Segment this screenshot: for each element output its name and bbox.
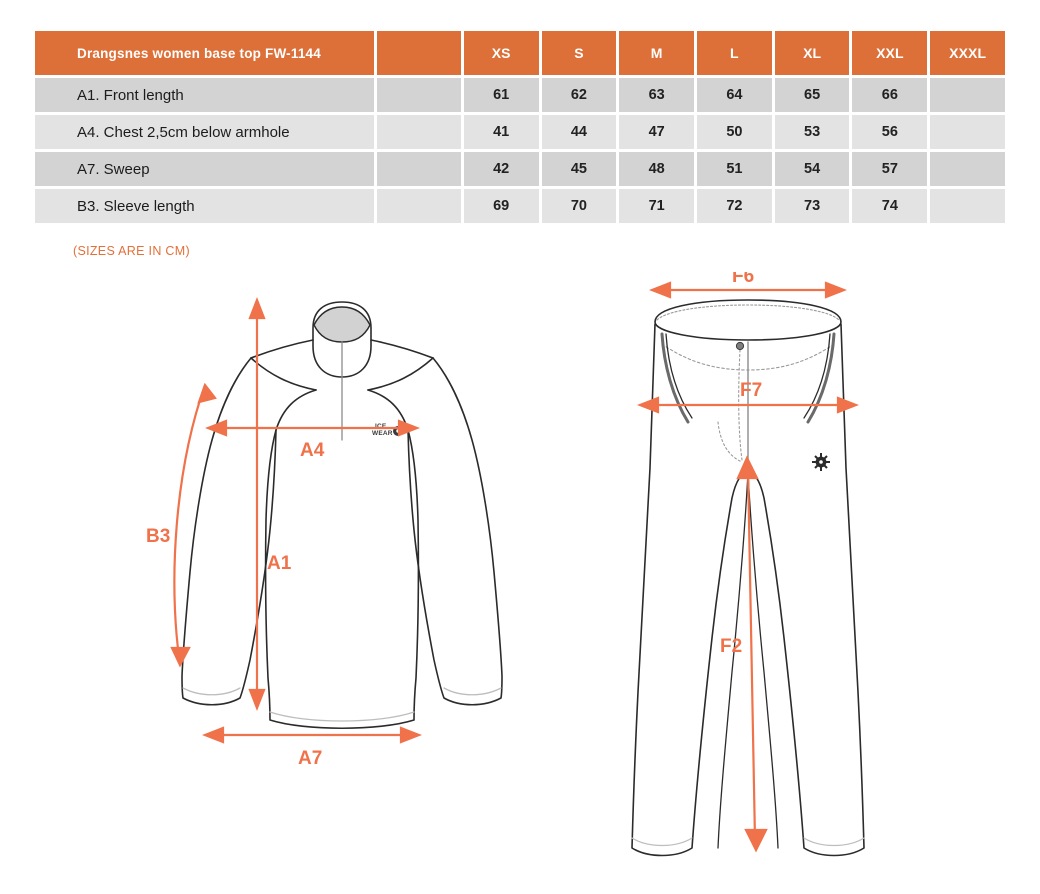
cell-a7-xxxl: [930, 152, 1005, 186]
snowflake-icon: [812, 453, 830, 471]
cell-a7-xxl: 57: [852, 152, 928, 186]
header-size-xxl: XXL: [852, 31, 928, 75]
row-label-a1: A1. Front length: [35, 78, 374, 112]
dim-label-f6: F6: [732, 272, 754, 287]
cell-a7-s: 45: [541, 152, 617, 186]
dim-label-a1: A1: [267, 553, 292, 574]
cell-b3-xxxl: [930, 189, 1005, 223]
right-inseam: [747, 471, 779, 849]
waist-button-icon: [735, 341, 745, 351]
right-pocket-edge: [806, 332, 836, 424]
right-shoulder-line: [370, 339, 434, 359]
collar-inner-fill: [313, 306, 371, 343]
table-row: B3. Sleeve length 69 70 71 72 73 74: [35, 189, 1005, 223]
cell-b3-s: 70: [541, 189, 617, 223]
left-cuff-stitch: [182, 687, 241, 696]
left-inseam: [717, 471, 749, 849]
cell-a4-xl: 53: [774, 115, 850, 149]
cell-a4-xs: 41: [463, 115, 539, 149]
left-leg-outline: [631, 323, 749, 857]
waistband-inner: [656, 304, 840, 321]
right-pocket-seam: [803, 333, 831, 419]
cell-b3-m: 71: [619, 189, 695, 223]
dim-label-f2: F2: [720, 636, 742, 657]
cell-b3-xs: 69: [463, 189, 539, 223]
arrow-f6: [648, 281, 848, 299]
row-label-b3: B3. Sleeve length: [35, 189, 374, 223]
left-sleeve-outline: [181, 357, 277, 706]
cell-a7-m: 48: [619, 152, 695, 186]
cell-a1-xs: 61: [463, 78, 539, 112]
left-pocket-seam: [665, 333, 693, 419]
waistband-outline: [654, 299, 842, 341]
row-spacer: [376, 78, 461, 112]
table-header-row: Drangsnes women base top FW-1144 XS S M …: [35, 31, 1005, 75]
left-pocket-edge: [660, 332, 690, 424]
brand-line-1: ICE: [375, 423, 387, 430]
table-title: Drangsnes women base top FW-1144: [35, 31, 374, 75]
left-shoulder-line: [250, 339, 314, 359]
right-cuff-stitch: [443, 687, 502, 696]
base-pant-figure: F6 F7 F2: [600, 266, 900, 887]
arrow-f2: [736, 455, 768, 853]
cell-a7-xl: 54: [774, 152, 850, 186]
left-yoke-seam: [250, 357, 317, 391]
fly-stitch: [738, 349, 743, 461]
base-top-figure: ICE WEAR B3 A4 A1 A7: [120, 280, 560, 785]
right-sleeve-outline: [407, 357, 503, 706]
body-outline: [264, 389, 420, 730]
table-row: A4. Chest 2,5cm below armhole 41 44 47 5…: [35, 115, 1005, 149]
row-spacer: [376, 152, 461, 186]
header-size-xl: XL: [774, 31, 850, 75]
cell-a1-xxxl: [930, 78, 1005, 112]
left-hem-stitch: [631, 837, 693, 847]
cell-b3-l: 72: [697, 189, 772, 223]
header-size-xs: XS: [463, 31, 539, 75]
header-size-xxxl: XXXL: [930, 31, 1005, 75]
cell-a4-xxl: 56: [852, 115, 928, 149]
measurement-arrows: [636, 281, 860, 853]
right-leg-outline: [747, 323, 865, 857]
row-label-a4: A4. Chest 2,5cm below armhole: [35, 115, 374, 149]
dim-label-a4: A4: [300, 440, 325, 461]
cell-a1-l: 64: [697, 78, 772, 112]
right-hem-stitch: [803, 837, 865, 847]
cell-a4-m: 47: [619, 115, 695, 149]
cell-a4-s: 44: [541, 115, 617, 149]
cell-a1-xl: 65: [774, 78, 850, 112]
cell-a4-l: 50: [697, 115, 772, 149]
header-size-l: L: [697, 31, 772, 75]
header-size-s: S: [541, 31, 617, 75]
row-spacer: [376, 115, 461, 149]
arrow-f7: [636, 396, 860, 414]
cell-a7-xs: 42: [463, 152, 539, 186]
units-note: (SIZES ARE IN CM): [73, 244, 190, 258]
cell-a1-xxl: 66: [852, 78, 928, 112]
right-yoke-seam: [367, 357, 434, 391]
row-spacer: [376, 189, 461, 223]
dim-label-b3: B3: [146, 526, 170, 547]
fly-curve: [717, 421, 743, 463]
cell-a4-xxxl: [930, 115, 1005, 149]
dim-label-a7: A7: [298, 748, 322, 769]
measurement-arrows: [170, 296, 423, 744]
size-chart-table: Drangsnes women base top FW-1144 XS S M …: [32, 28, 1008, 226]
arrow-b3: [170, 382, 217, 668]
cell-b3-xxl: 74: [852, 189, 928, 223]
row-label-a7: A7. Sweep: [35, 152, 374, 186]
arrow-a7: [201, 726, 423, 744]
cell-b3-xl: 73: [774, 189, 850, 223]
table-row: A7. Sweep 42 45 48 51 54 57: [35, 152, 1005, 186]
arrow-a4: [204, 419, 421, 437]
header-spacer: [376, 31, 461, 75]
brand-line-2: WEAR: [372, 430, 393, 437]
arrow-a1: [248, 296, 266, 712]
header-size-m: M: [619, 31, 695, 75]
cell-a1-s: 62: [541, 78, 617, 112]
hem-stitch: [269, 711, 415, 722]
table-row: A1. Front length 61 62 63 64 65 66: [35, 78, 1005, 112]
cell-a1-m: 63: [619, 78, 695, 112]
cell-a7-l: 51: [697, 152, 772, 186]
dim-label-f7: F7: [740, 380, 762, 401]
